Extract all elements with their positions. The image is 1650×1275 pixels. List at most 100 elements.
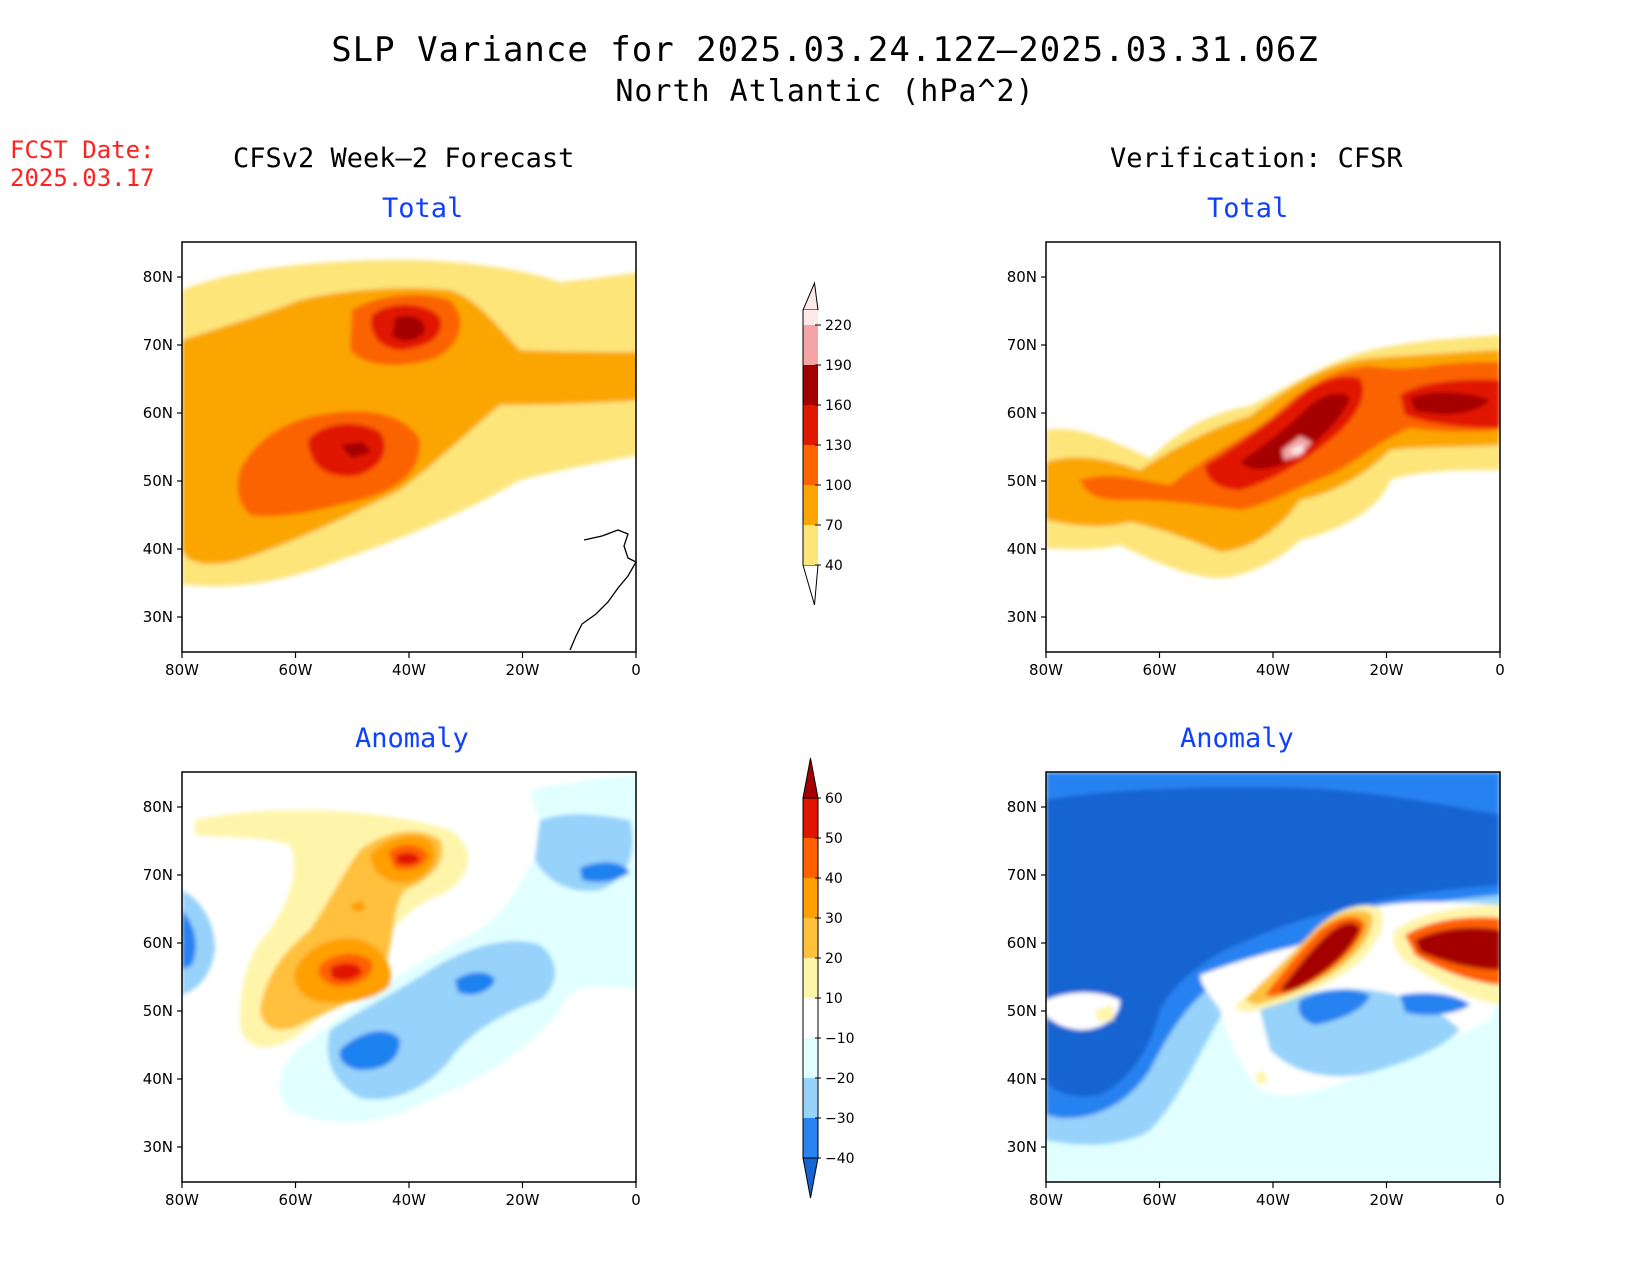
lat-tick-label: 80N xyxy=(1007,268,1037,286)
colorbar-label: −40 xyxy=(825,1151,855,1167)
total-colorbar: 40 70 100 130 160 190 220 xyxy=(802,281,852,606)
lon-tick-label: 0 xyxy=(1495,661,1505,679)
forecast-anomaly-map xyxy=(181,771,637,1183)
lon-tick-label: 40W xyxy=(1256,661,1290,679)
lat-tick-label: 50N xyxy=(1007,1002,1037,1020)
colorbar-swatch xyxy=(803,445,818,485)
colorbar-label: 30 xyxy=(825,911,843,927)
lat-tick-label: 80N xyxy=(1007,798,1037,816)
colorbar-label: 10 xyxy=(825,991,843,1007)
chart-subtitle: North Atlantic (hPa^2) xyxy=(615,74,1035,109)
lat-tick-label: 80N xyxy=(143,268,173,286)
colorbar-swatch xyxy=(803,958,818,998)
colorbar-label: −10 xyxy=(825,1031,855,1047)
panel-title-forecast-total: Total xyxy=(382,193,464,224)
colorbar-swatch xyxy=(803,1078,818,1118)
lon-tick-label: 80W xyxy=(165,1191,199,1209)
lat-tick-label: 50N xyxy=(143,472,173,490)
lon-tick-label: 20W xyxy=(1370,661,1404,679)
colorbar-label: 60 xyxy=(825,791,843,807)
lat-tick-label: 70N xyxy=(1007,336,1037,354)
lon-tick-label: 80W xyxy=(1029,661,1063,679)
lon-tick-label: 20W xyxy=(506,661,540,679)
colorbar-swatch xyxy=(803,1038,818,1078)
colorbar-label: 20 xyxy=(825,951,843,967)
colorbar-swatch xyxy=(803,405,818,445)
colorbar-swatch xyxy=(803,918,818,958)
lat-tick-label: 70N xyxy=(1007,866,1037,884)
colorbar-swatch xyxy=(803,878,818,918)
colorbar-label: 40 xyxy=(825,558,843,574)
colorbar-lower-extension xyxy=(802,1157,819,1199)
lon-tick-label: 60W xyxy=(1143,1191,1177,1209)
colorbar-label: 130 xyxy=(825,438,852,454)
lat-tick-label: 70N xyxy=(143,866,173,884)
lon-tick-label: 40W xyxy=(392,661,426,679)
fcst-date-block: FCST Date: 2025.03.17 xyxy=(10,136,155,192)
lon-tick-label: 60W xyxy=(1143,661,1177,679)
colorbar-label: 40 xyxy=(825,871,843,887)
verification-total-map xyxy=(1045,241,1501,653)
lon-tick-label: 20W xyxy=(506,1191,540,1209)
lat-tick-label: 30N xyxy=(143,608,173,626)
fcst-label: FCST Date: xyxy=(10,136,155,164)
lat-tick-label: 40N xyxy=(143,1070,173,1088)
lon-tick-label: 0 xyxy=(631,661,641,679)
colorbar-label: 220 xyxy=(825,318,852,334)
lon-tick-label: 40W xyxy=(392,1191,426,1209)
colorbar-label: 190 xyxy=(825,358,852,374)
lat-tick-label: 30N xyxy=(1007,1138,1037,1156)
right-column-title: Verification: CFSR xyxy=(1110,143,1403,174)
lon-tick-label: 80W xyxy=(165,661,199,679)
colorbar-swatch xyxy=(803,998,818,1038)
anomaly-colorbar: −40 −30 −20 −10 10 20 30 40 50 60 xyxy=(802,757,855,1199)
colorbar-label: 100 xyxy=(825,478,852,494)
lat-tick-label: 30N xyxy=(1007,608,1037,626)
lon-tick-label: 0 xyxy=(631,1191,641,1209)
forecast-total-map xyxy=(181,241,639,659)
colorbar-swatch xyxy=(803,325,818,365)
panel-title-verification-total: Total xyxy=(1207,193,1289,224)
lat-tick-label: 40N xyxy=(1007,540,1037,558)
lat-tick-label: 40N xyxy=(1007,1070,1037,1088)
colorbar-label: −30 xyxy=(825,1111,855,1127)
lat-tick-label: 60N xyxy=(143,934,173,952)
panel-title-forecast-anomaly: Anomaly xyxy=(355,723,469,754)
lat-tick-label: 70N xyxy=(143,336,173,354)
colorbar-swatch xyxy=(803,798,818,838)
lon-tick-label: 60W xyxy=(279,1191,313,1209)
chart-title: SLP Variance for 2025.03.24.12Z–2025.03.… xyxy=(331,30,1319,70)
lat-tick-label: 50N xyxy=(1007,472,1037,490)
lat-tick-label: 80N xyxy=(143,798,173,816)
fcst-date: 2025.03.17 xyxy=(10,164,155,192)
lat-tick-label: 60N xyxy=(143,404,173,422)
colorbar-upper-extension xyxy=(802,757,819,799)
lon-tick-label: 0 xyxy=(1495,1191,1505,1209)
colorbar-swatch xyxy=(803,485,818,525)
colorbar-swatch xyxy=(803,310,818,325)
map-axes: 80N 70N 60N 50N 40N 30N 80W 60W 40W 20W 0 80N 70N 60N… xyxy=(143,268,1505,1209)
colorbar-swatch xyxy=(803,838,818,878)
colorbar-swatch xyxy=(803,365,818,405)
lat-tick-label: 60N xyxy=(1007,404,1037,422)
colorbar-label: −20 xyxy=(825,1071,855,1087)
panel-title-verification-anomaly: Anomaly xyxy=(1180,723,1294,754)
colorbar-label: 160 xyxy=(825,398,852,414)
lon-tick-label: 40W xyxy=(1256,1191,1290,1209)
colorbar-swatch xyxy=(803,525,818,565)
lat-tick-label: 30N xyxy=(143,1138,173,1156)
colorbar-label: 70 xyxy=(825,518,843,534)
verification-anomaly-map xyxy=(1045,771,1501,1183)
colorbar-lower-extension xyxy=(802,564,819,606)
lat-tick-label: 60N xyxy=(1007,934,1037,952)
left-column-title: CFSv2 Week–2 Forecast xyxy=(233,143,575,174)
lat-tick-label: 50N xyxy=(143,1002,173,1020)
colorbar-upper-extension xyxy=(802,281,819,311)
lon-tick-label: 80W xyxy=(1029,1191,1063,1209)
lat-tick-label: 40N xyxy=(143,540,173,558)
lon-tick-label: 60W xyxy=(279,661,313,679)
lon-tick-label: 20W xyxy=(1370,1191,1404,1209)
colorbar-swatch xyxy=(803,1118,818,1158)
colorbar-label: 50 xyxy=(825,831,843,847)
